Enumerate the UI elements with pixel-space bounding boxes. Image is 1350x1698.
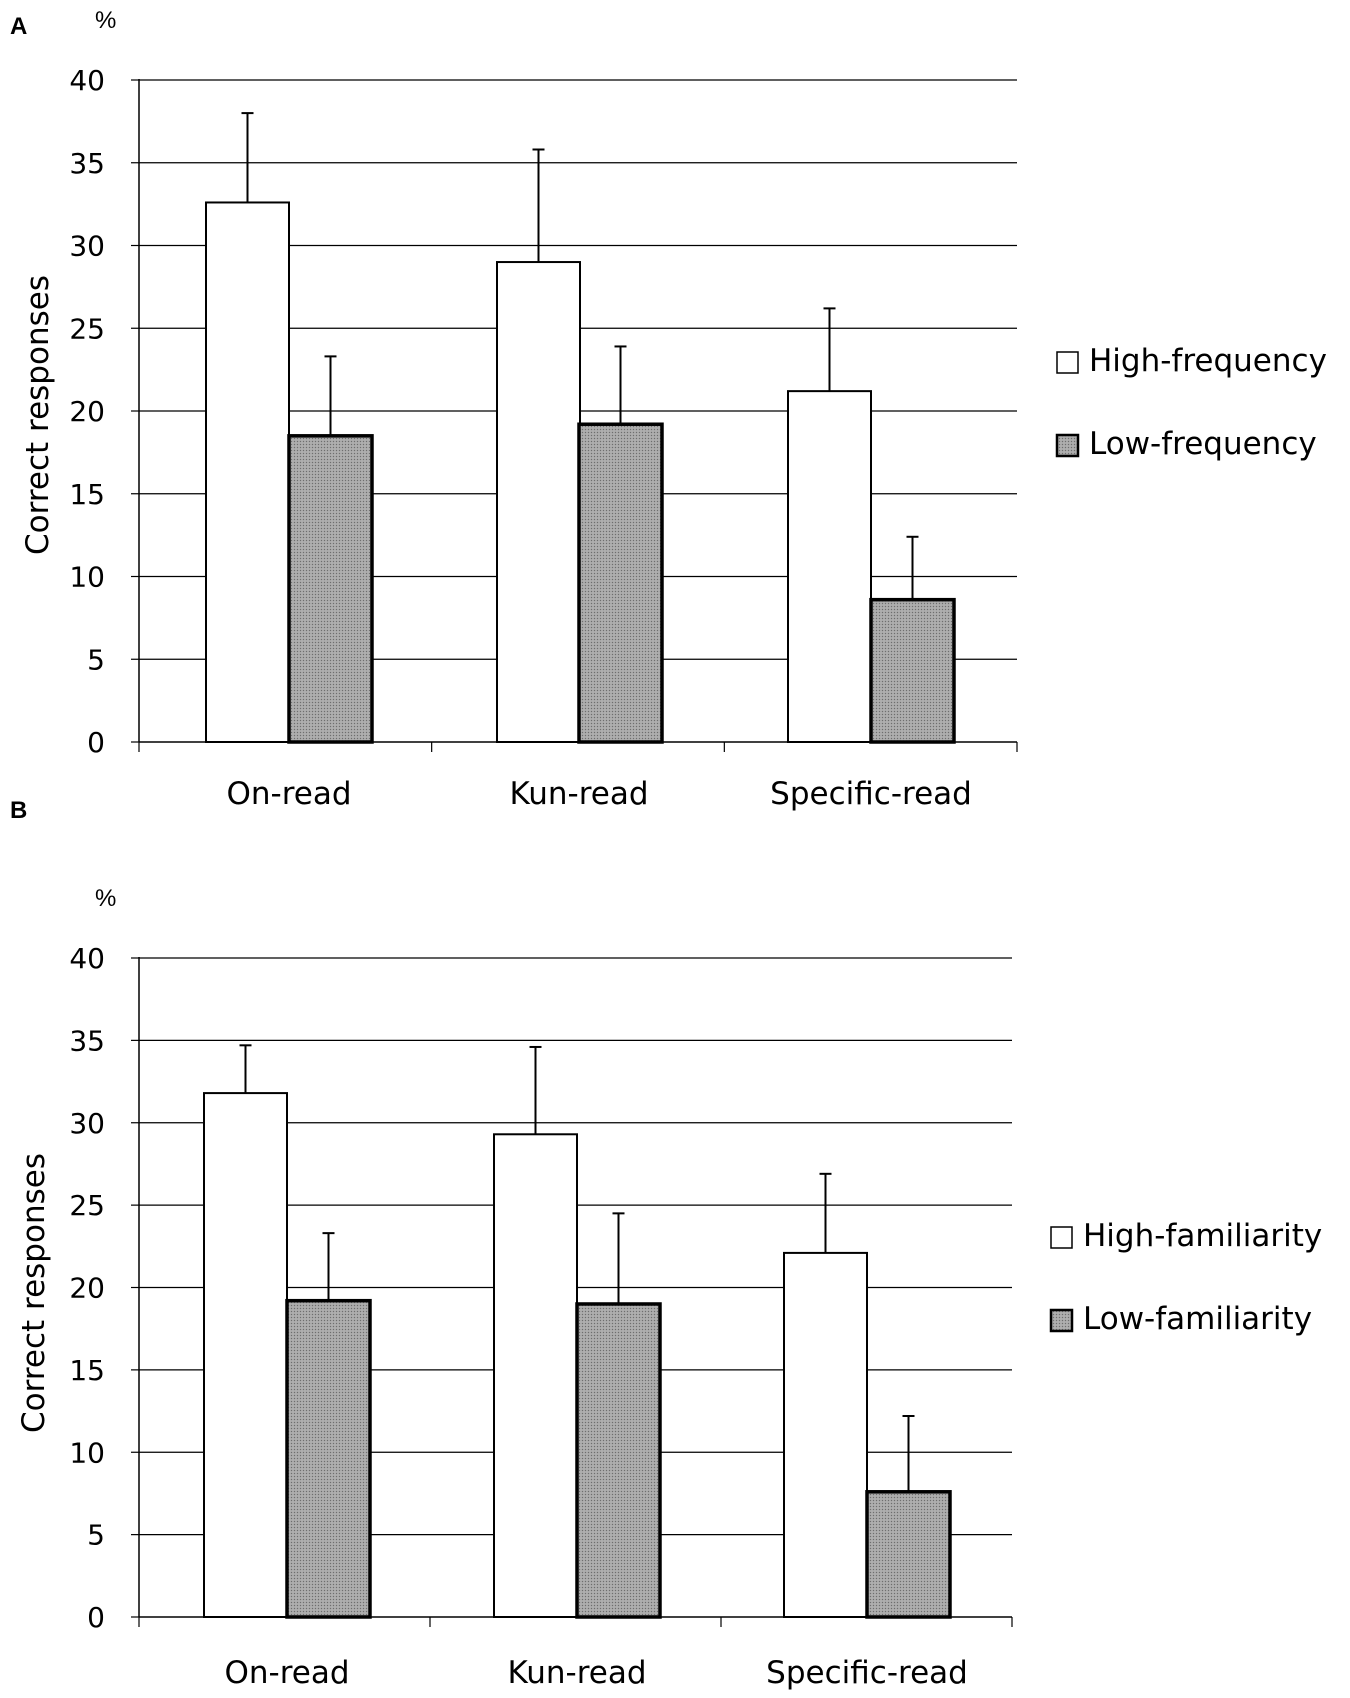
bar	[783, 1251, 868, 1618]
y-tick-label: 20	[69, 395, 105, 428]
bar	[287, 434, 374, 744]
category-label: On-read	[226, 776, 351, 812]
y-tick-label: 25	[69, 1189, 105, 1222]
y-tick-label: 5	[87, 643, 105, 676]
y-tick-label: 40	[69, 942, 105, 975]
legend-label: Low-frequency	[1089, 426, 1317, 462]
bar	[787, 390, 872, 743]
category-label: Specific-read	[770, 776, 972, 812]
y-tick-label: 0	[87, 1601, 105, 1634]
y-axis-title: Correct responses	[16, 1153, 52, 1433]
legend-label: Low-familiarity	[1083, 1301, 1312, 1337]
y-tick-label: 30	[69, 1107, 105, 1140]
bar	[577, 422, 664, 744]
y-tick-label: 15	[69, 478, 105, 511]
bar	[205, 201, 290, 744]
y-tick-label: 20	[69, 1272, 105, 1305]
y-tick-label: 5	[87, 1519, 105, 1552]
bar	[869, 597, 956, 744]
category-label: On-read	[224, 1655, 349, 1691]
y-tick-label: 0	[87, 726, 105, 759]
panel-label: B	[10, 797, 27, 824]
bar	[575, 1302, 662, 1619]
chart-panel-a: A % Correct responses 0 5 10 15 20 25 30 35 40 On…	[10, 7, 1327, 812]
bar	[493, 1133, 578, 1618]
category-label: Specific-read	[766, 1655, 968, 1691]
bar	[203, 1092, 288, 1618]
y-tick-label: 10	[69, 561, 105, 594]
y-tick-label: 10	[69, 1436, 105, 1469]
legend-label: High-frequency	[1089, 343, 1327, 379]
panel-label: A	[10, 13, 27, 40]
y-unit-label: %	[95, 885, 116, 912]
bar	[285, 1298, 372, 1619]
bar	[496, 261, 581, 743]
chart-panel-b: B % Correct responses 0 5 10 15 20 25 30 35 40 On…	[10, 797, 1322, 1691]
y-tick-label: 15	[69, 1354, 105, 1387]
y-unit-label: %	[95, 7, 116, 34]
legend-swatch	[1056, 351, 1079, 374]
legend-swatch	[1049, 1308, 1074, 1333]
y-tick-label: 40	[69, 64, 105, 97]
y-tick-label: 35	[69, 147, 105, 180]
y-axis-title: Correct responses	[20, 275, 56, 555]
legend-label: High-familiarity	[1083, 1218, 1322, 1254]
category-label: Kun-read	[507, 1655, 646, 1691]
legend-swatch	[1055, 433, 1080, 458]
y-tick-label: 30	[69, 230, 105, 263]
legend-swatch	[1050, 1226, 1073, 1249]
bar	[865, 1490, 952, 1619]
y-tick-label: 25	[69, 312, 105, 345]
y-tick-label: 35	[69, 1024, 105, 1057]
category-label: Kun-read	[509, 776, 648, 812]
